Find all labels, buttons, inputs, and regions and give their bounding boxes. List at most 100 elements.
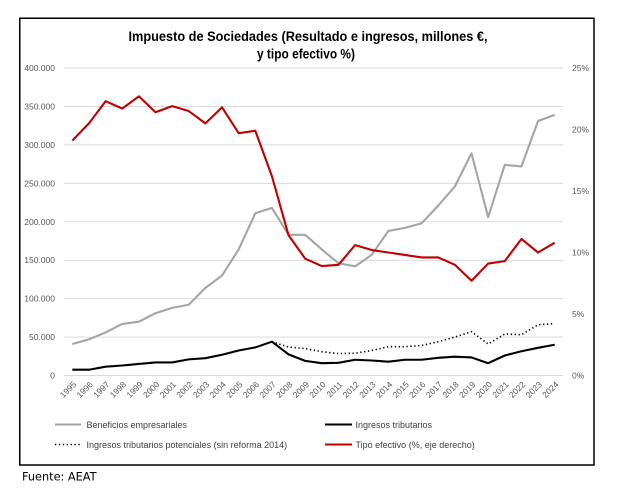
data-point[interactable]: [436, 255, 440, 259]
series-line[interactable]: [72, 340, 555, 371]
data-point[interactable]: [187, 109, 191, 113]
data-point[interactable]: [203, 356, 207, 360]
data-point[interactable]: [403, 345, 407, 349]
data-point[interactable]: [237, 247, 241, 251]
data-point[interactable]: [519, 164, 523, 168]
data-point[interactable]: [420, 344, 424, 348]
data-point[interactable]: [536, 251, 540, 255]
data-point[interactable]: [120, 107, 124, 111]
data-point[interactable]: [70, 139, 74, 143]
data-point[interactable]: [503, 163, 507, 167]
data-point[interactable]: [220, 105, 224, 109]
data-point[interactable]: [403, 253, 407, 257]
data-point[interactable]: [336, 352, 340, 356]
data-point[interactable]: [253, 345, 257, 349]
data-point[interactable]: [370, 248, 374, 252]
data-point[interactable]: [436, 356, 440, 360]
data-point[interactable]: [486, 215, 490, 219]
data-point[interactable]: [470, 355, 474, 359]
data-point[interactable]: [104, 365, 108, 369]
data-point[interactable]: [453, 335, 457, 339]
data-point[interactable]: [237, 131, 241, 135]
data-point[interactable]: [170, 360, 174, 364]
data-point[interactable]: [220, 274, 224, 278]
data-point[interactable]: [486, 342, 490, 346]
data-point[interactable]: [137, 362, 141, 366]
legend-item-potenciales[interactable]: Ingresos tributarios potenciales (sin re…: [55, 440, 287, 450]
data-point[interactable]: [503, 332, 507, 336]
data-point[interactable]: [120, 322, 124, 326]
data-point[interactable]: [320, 350, 324, 354]
data-point[interactable]: [519, 349, 523, 353]
data-point[interactable]: [270, 174, 274, 178]
data-point[interactable]: [553, 113, 557, 117]
data-point[interactable]: [519, 237, 523, 241]
data-point[interactable]: [453, 184, 457, 188]
data-point[interactable]: [303, 257, 307, 261]
data-point[interactable]: [370, 349, 374, 353]
data-point[interactable]: [320, 247, 324, 251]
data-point[interactable]: [370, 359, 374, 363]
data-point[interactable]: [87, 337, 91, 341]
data-point[interactable]: [553, 322, 557, 326]
data-point[interactable]: [203, 286, 207, 290]
data-point[interactable]: [336, 361, 340, 365]
data-point[interactable]: [137, 320, 141, 324]
data-point[interactable]: [270, 206, 274, 210]
data-point[interactable]: [120, 364, 124, 368]
data-point[interactable]: [403, 226, 407, 230]
data-point[interactable]: [153, 311, 157, 315]
data-point[interactable]: [353, 243, 357, 247]
data-point[interactable]: [287, 352, 291, 356]
legend-item-beneficios[interactable]: Beneficios empresariales: [55, 420, 188, 430]
data-point[interactable]: [70, 368, 74, 372]
data-point[interactable]: [503, 259, 507, 263]
data-point[interactable]: [70, 342, 74, 346]
data-point[interactable]: [336, 263, 340, 267]
data-point[interactable]: [187, 357, 191, 361]
data-point[interactable]: [386, 229, 390, 233]
data-point[interactable]: [253, 129, 257, 133]
data-point[interactable]: [503, 354, 507, 358]
data-point[interactable]: [519, 333, 523, 337]
data-point[interactable]: [420, 221, 424, 225]
data-point[interactable]: [453, 355, 457, 359]
data-point[interactable]: [87, 368, 91, 372]
data-point[interactable]: [386, 251, 390, 255]
data-point[interactable]: [87, 121, 91, 125]
data-point[interactable]: [553, 241, 557, 245]
data-point[interactable]: [470, 151, 474, 155]
data-point[interactable]: [320, 264, 324, 268]
data-point[interactable]: [320, 361, 324, 365]
data-point[interactable]: [287, 345, 291, 349]
data-point[interactable]: [436, 340, 440, 344]
data-point[interactable]: [436, 204, 440, 208]
data-point[interactable]: [486, 361, 490, 365]
data-point[interactable]: [386, 345, 390, 349]
data-point[interactable]: [536, 323, 540, 327]
data-point[interactable]: [553, 343, 557, 347]
data-point[interactable]: [270, 340, 274, 344]
data-point[interactable]: [203, 121, 207, 125]
data-point[interactable]: [237, 349, 241, 353]
data-point[interactable]: [403, 358, 407, 362]
data-point[interactable]: [287, 233, 291, 237]
legend-item-ingresos[interactable]: Ingresos tributarios: [325, 420, 433, 430]
data-point[interactable]: [303, 233, 307, 237]
data-point[interactable]: [420, 358, 424, 362]
data-point[interactable]: [353, 264, 357, 268]
data-point[interactable]: [470, 279, 474, 283]
data-point[interactable]: [137, 94, 141, 98]
data-point[interactable]: [153, 360, 157, 364]
series-line[interactable]: [72, 113, 556, 345]
data-point[interactable]: [370, 253, 374, 257]
data-point[interactable]: [536, 119, 540, 123]
data-point[interactable]: [420, 255, 424, 259]
data-point[interactable]: [253, 211, 257, 215]
data-point[interactable]: [220, 353, 224, 357]
data-point[interactable]: [536, 346, 540, 350]
data-point[interactable]: [170, 306, 174, 310]
data-point[interactable]: [153, 110, 157, 114]
series-line[interactable]: [271, 322, 555, 355]
legend-item-tipo-efectivo[interactable]: Tipo efectivo (%, eje derecho): [325, 440, 475, 450]
